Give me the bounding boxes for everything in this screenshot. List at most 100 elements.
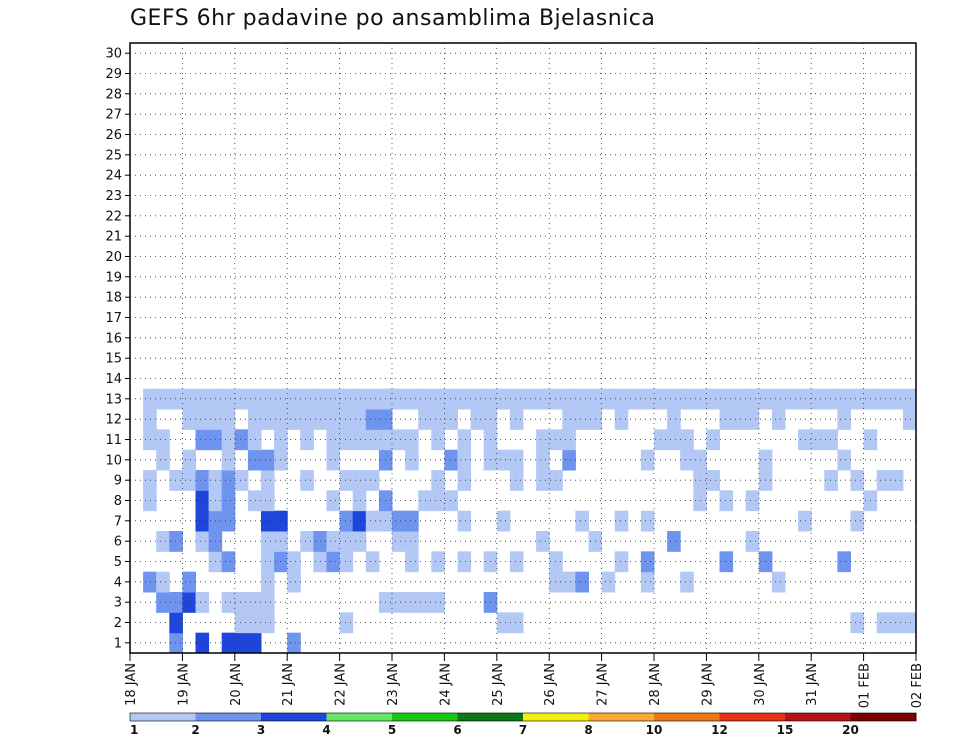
heatmap-cell xyxy=(326,388,341,410)
grid-lines xyxy=(130,43,916,653)
y-tick-label: 19 xyxy=(105,270,122,285)
heatmap-cell xyxy=(195,490,210,512)
heatmap-cell xyxy=(156,388,170,410)
y-tick-label: 24 xyxy=(105,169,122,184)
heatmap-cell xyxy=(169,388,183,410)
heatmap-cell xyxy=(247,429,262,451)
x-tick-label: 25 JAN xyxy=(491,663,506,706)
heatmap-cell xyxy=(261,571,275,593)
heatmap-cell xyxy=(143,470,157,491)
heatmap-cell xyxy=(457,470,472,491)
heatmap-cell xyxy=(457,449,472,471)
heatmap-cell xyxy=(536,531,550,552)
heatmap-cell xyxy=(405,388,419,410)
heatmap-cell xyxy=(640,510,655,532)
heatmap-cell xyxy=(195,429,210,451)
heatmap-cell xyxy=(392,388,406,410)
legend-label: 15 xyxy=(777,723,794,737)
heatmap-cell xyxy=(405,510,419,532)
heatmap-cell xyxy=(234,612,249,634)
y-tick-label: 14 xyxy=(105,372,122,387)
heatmap-cell xyxy=(169,592,183,613)
heatmap-cell xyxy=(339,429,354,451)
heatmap-cell xyxy=(392,592,406,613)
heatmap-cell xyxy=(536,429,550,451)
x-tick-label: 22 JAN xyxy=(334,663,349,706)
heatmap-cell xyxy=(156,449,170,471)
legend-swatch xyxy=(850,713,917,721)
heatmap-cell xyxy=(221,388,236,410)
heatmap-cell xyxy=(287,551,301,573)
heatmap-cell xyxy=(261,612,275,634)
heatmap-cell xyxy=(889,388,904,410)
legend-label: 12 xyxy=(711,723,728,737)
heatmap-cell xyxy=(392,531,406,552)
heatmap-cell xyxy=(680,449,694,471)
heatmap-cell xyxy=(902,409,917,430)
heatmap-cell xyxy=(247,592,262,613)
heatmap-cell xyxy=(195,470,210,491)
heatmap-cell xyxy=(326,409,341,430)
heatmap-cell xyxy=(614,551,629,573)
heatmap-cell xyxy=(837,449,851,471)
y-tick-label: 30 xyxy=(105,47,122,62)
heatmap-cell xyxy=(876,612,891,634)
heatmap-cell xyxy=(680,571,694,593)
y-tick-label: 22 xyxy=(105,209,122,224)
heatmap-cell xyxy=(667,531,681,552)
heatmap-cell xyxy=(667,429,681,451)
y-tick-label: 8 xyxy=(114,494,122,509)
color-legend: 1 2 3 4 5 6 7 8 10 12 15 20 xyxy=(129,712,917,737)
y-tick-label: 21 xyxy=(105,230,122,245)
heatmap-cell xyxy=(667,409,681,430)
heatmap-cell xyxy=(562,571,576,593)
heatmap-cell xyxy=(667,388,681,410)
y-tick-label: 3 xyxy=(114,596,122,611)
x-tick-label: 31 JAN xyxy=(805,663,820,706)
x-tick-label: 18 JAN xyxy=(124,663,139,706)
heatmap-cell xyxy=(431,470,445,491)
heatmap-cell xyxy=(300,531,314,552)
heatmap-cell xyxy=(352,388,367,410)
heatmap-cell xyxy=(509,612,524,634)
legend-label: 3 xyxy=(257,723,265,737)
heatmap-cell xyxy=(287,632,301,654)
heatmap-cell xyxy=(405,429,419,451)
y-tick-label: 4 xyxy=(114,575,122,590)
heatmap-cell xyxy=(195,632,210,654)
heatmap-cell xyxy=(300,429,314,451)
heatmap-cell xyxy=(261,470,275,491)
heatmap-cell xyxy=(575,510,589,532)
heatmap-cell xyxy=(247,632,262,654)
heatmap-cell xyxy=(771,388,786,410)
x-axis: 18 JAN 19 JAN 20 JAN 21 JAN 22 JAN 23 JAN 24 J… xyxy=(124,653,925,708)
heatmap-cell xyxy=(300,409,314,430)
heatmap-cell xyxy=(261,490,275,512)
legend-swatch xyxy=(261,713,327,721)
heatmap-cell xyxy=(444,490,458,512)
x-tick-label: 02 FEB xyxy=(910,663,925,708)
heatmap-cell xyxy=(798,510,812,532)
legend-swatch xyxy=(654,713,720,721)
y-axis: 1234567891011121314151617181920212223242… xyxy=(105,47,130,651)
heatmap-cell xyxy=(365,551,380,573)
legend-label: 5 xyxy=(388,723,396,737)
heatmap-cell xyxy=(326,531,341,552)
x-tick-label: 23 JAN xyxy=(386,663,401,706)
heatmap-cell xyxy=(627,388,642,410)
heatmap-cell xyxy=(444,409,458,430)
chart-title: GEFS 6hr padavine po ansamblima Bjelasni… xyxy=(130,6,656,31)
heatmap-cell xyxy=(523,388,537,410)
x-tick-label: 28 JAN xyxy=(648,663,663,706)
y-tick-label: 15 xyxy=(105,352,122,367)
heatmap-cell xyxy=(562,449,576,471)
heatmap-cell xyxy=(365,510,380,532)
heatmap-cell xyxy=(457,429,472,451)
x-tick-label: 29 JAN xyxy=(700,663,715,706)
heatmap-cell xyxy=(339,510,354,532)
heatmap-cell xyxy=(719,551,734,573)
heatmap-cell xyxy=(680,388,694,410)
heatmap-cell xyxy=(405,531,419,552)
y-tick-label: 18 xyxy=(105,291,122,306)
y-tick-label: 9 xyxy=(114,474,122,489)
